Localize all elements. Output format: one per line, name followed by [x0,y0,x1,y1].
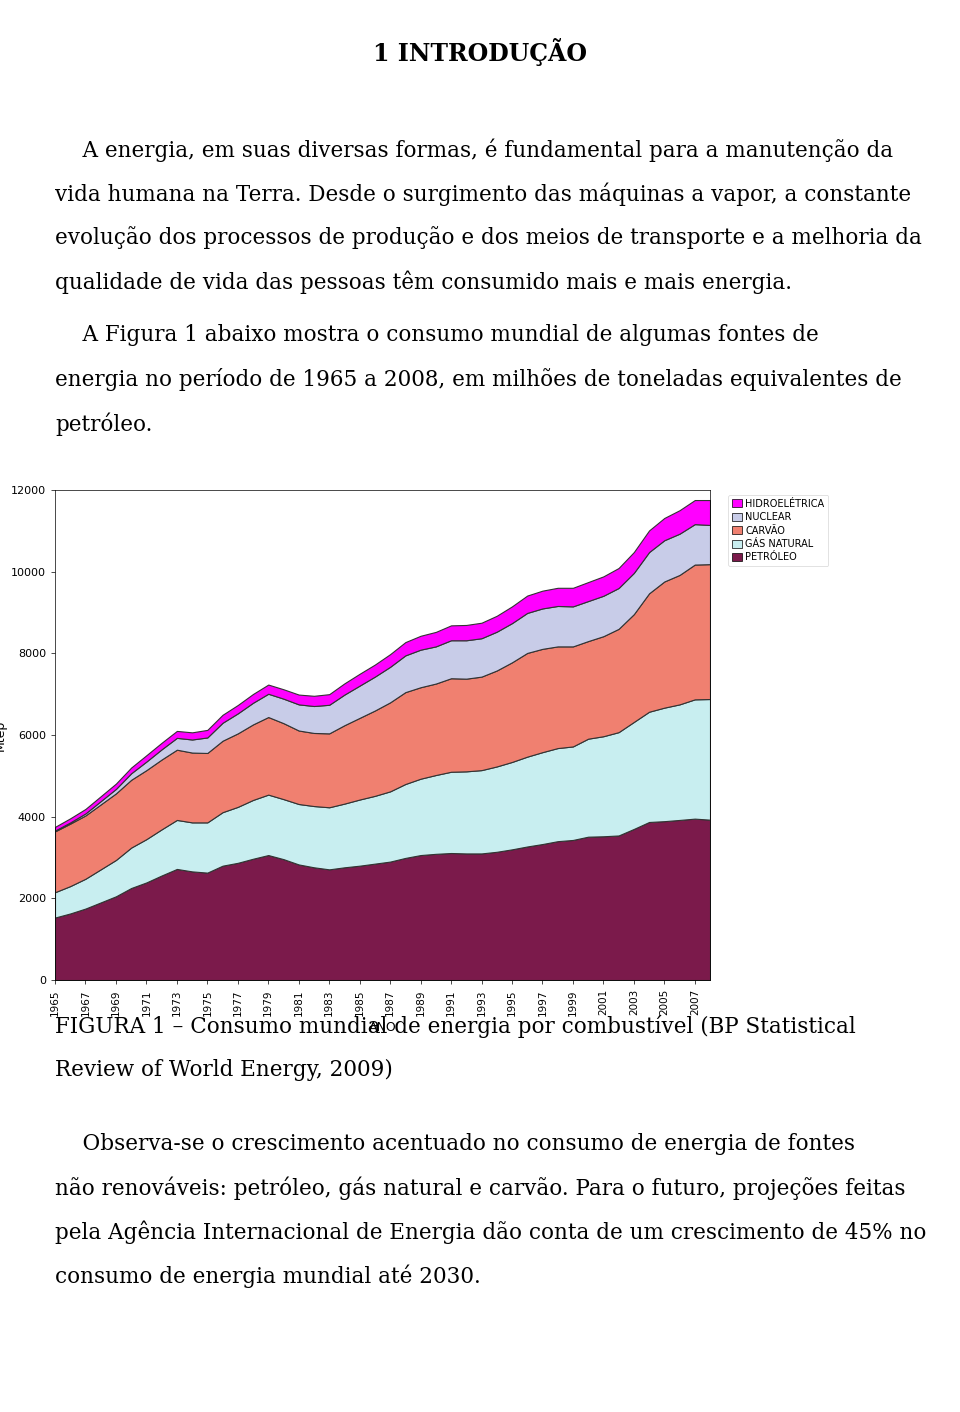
Y-axis label: Mtep: Mtep [0,719,7,751]
Text: qualidade de vida das pessoas têm consumido mais e mais energia.: qualidade de vida das pessoas têm consum… [55,270,792,294]
Legend: HIDROELÉTRICA, NUCLEAR, CARVÃO, GÁS NATURAL, PETRÓLEO: HIDROELÉTRICA, NUCLEAR, CARVÃO, GÁS NATU… [728,494,828,566]
X-axis label: ANO: ANO [369,1021,396,1034]
Text: consumo de energia mundial até 2030.: consumo de energia mundial até 2030. [55,1265,481,1289]
Text: não renováveis: petróleo, gás natural e carvão. Para o futuro, projeções feitas: não renováveis: petróleo, gás natural e … [55,1178,905,1200]
Text: petróleo.: petróleo. [55,412,153,435]
Text: pela Agência Internacional de Energia dão conta de um crescimento de 45% no: pela Agência Internacional de Energia dã… [55,1221,926,1244]
Text: A Figura 1 abaixo mostra o consumo mundial de algumas fontes de: A Figura 1 abaixo mostra o consumo mundi… [55,323,819,346]
Text: FIGURA 1 – Consumo mundial de energia por combustível (BP Statistical: FIGURA 1 – Consumo mundial de energia po… [55,1015,855,1038]
Text: 1 INTRODUÇÃO: 1 INTRODUÇÃO [373,38,587,66]
Text: energia no período de 1965 a 2008, em milhões de toneladas equivalentes de: energia no período de 1965 a 2008, em mi… [55,369,901,391]
Text: Review of World Energy, 2009): Review of World Energy, 2009) [55,1059,393,1082]
Text: A energia, em suas diversas formas, é fundamental para a manutenção da: A energia, em suas diversas formas, é fu… [55,138,893,161]
Text: vida humana na Terra. Desde o surgimento das máquinas a vapor, a constante: vida humana na Terra. Desde o surgimento… [55,182,911,206]
Text: evolução dos processos de produção e dos meios de transporte e a melhoria da: evolução dos processos de produção e dos… [55,226,922,249]
Text: Observa-se o crescimento acentuado no consumo de energia de fontes: Observa-se o crescimento acentuado no co… [55,1132,855,1155]
